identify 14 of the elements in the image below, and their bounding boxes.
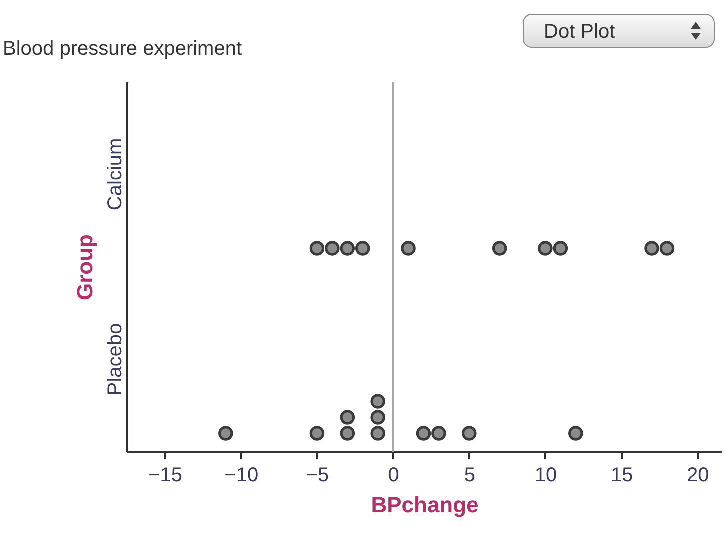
y-tick-label: Calcium	[104, 138, 126, 211]
x-axis-title: BPchange	[371, 492, 479, 518]
x-tick-label: 10	[534, 464, 558, 486]
x-tick-label: −15	[148, 464, 183, 486]
x-tick-label: 20	[687, 464, 710, 486]
x-tick-label: −5	[306, 464, 330, 486]
chart-title: Blood pressure experiment	[3, 38, 242, 60]
x-tick-label: 5	[464, 464, 476, 486]
x-tick-label: −10	[224, 464, 259, 486]
y-axis-title: Group	[72, 234, 98, 300]
x-tick-label: 0	[388, 464, 400, 486]
dropdown-select: Dot Plot	[523, 14, 715, 48]
y-tick-label: Placebo	[104, 323, 126, 396]
x-tick-label: 15	[610, 464, 634, 486]
